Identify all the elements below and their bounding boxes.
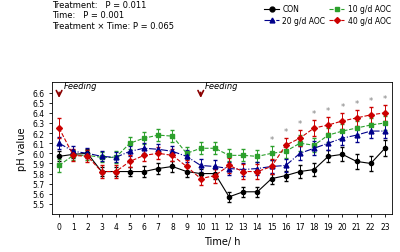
Text: Treatment × Time: P = 0.065: Treatment × Time: P = 0.065 [52, 21, 174, 30]
Text: *: * [298, 119, 302, 129]
Text: *: * [312, 109, 316, 118]
Text: *: * [369, 96, 373, 105]
Text: *: * [270, 136, 274, 145]
Text: *: * [383, 94, 387, 103]
Legend: CON, 20 g/d AOC, 10 g/d AOC, 40 g/d AOC: CON, 20 g/d AOC, 10 g/d AOC, 40 g/d AOC [262, 4, 392, 27]
Text: Time:   P = 0.001: Time: P = 0.001 [52, 11, 124, 20]
Text: *: * [340, 102, 344, 111]
Text: Feeding: Feeding [205, 81, 238, 90]
Text: Feeding: Feeding [63, 81, 97, 90]
Text: *: * [326, 106, 330, 115]
Text: Treatment:   P = 0.011: Treatment: P = 0.011 [52, 1, 146, 10]
Y-axis label: pH value: pH value [17, 127, 27, 170]
Text: *: * [354, 99, 359, 108]
Text: *: * [284, 128, 288, 137]
X-axis label: Time/ h: Time/ h [204, 236, 240, 246]
